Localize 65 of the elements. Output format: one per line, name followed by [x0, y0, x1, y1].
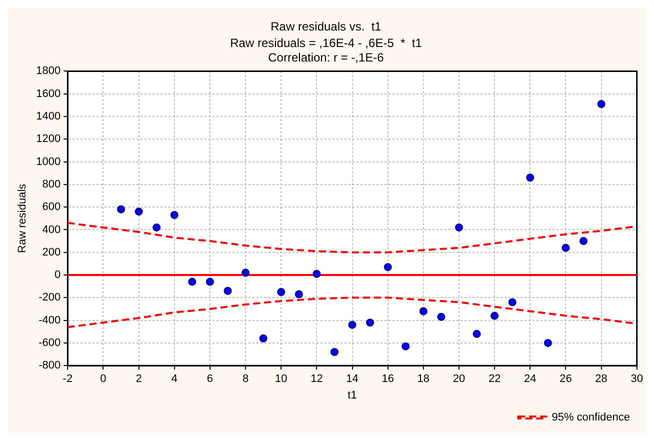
x-tick-label: 8: [242, 373, 249, 386]
point: [170, 211, 178, 220]
x-tick-label: -2: [62, 373, 73, 386]
point: [490, 312, 499, 320]
y-tick-label: 400: [42, 224, 61, 236]
y-tick-label: -600: [38, 336, 61, 349]
point: [259, 334, 268, 342]
x-tick-label: 26: [560, 373, 572, 386]
x-tick-label: 10: [275, 373, 288, 386]
point: [437, 312, 446, 321]
point: [580, 237, 588, 246]
point: [597, 100, 606, 108]
point: [242, 268, 250, 277]
y-tick-label: 1800: [36, 65, 61, 78]
x-tick-label: 28: [595, 373, 608, 386]
point: [366, 318, 374, 327]
point: [508, 298, 516, 306]
chart-title: Raw residuals vs. t1: [270, 20, 382, 34]
x-tick-label: 12: [310, 373, 323, 386]
y-tick-label: 0: [54, 269, 61, 282]
y-tick-label: -200: [38, 292, 61, 304]
point: [152, 223, 161, 232]
y-tick-label: 600: [42, 201, 61, 214]
y-tick-label: 800: [42, 178, 61, 190]
y-tick-label: 1600: [36, 88, 61, 100]
y-axis-title: Raw residuals: [16, 183, 29, 253]
x-tick-label: 24: [524, 373, 536, 386]
x-tick-label: 4: [171, 373, 178, 386]
point: [348, 320, 356, 329]
point: [312, 270, 321, 278]
point: [526, 174, 534, 182]
x-tick-label: 22: [488, 373, 501, 386]
point: [277, 288, 286, 296]
y-tick-label: 200: [42, 246, 61, 258]
text: Correlation: r = -,1E-6: [268, 50, 384, 64]
x-tick-label: 0: [100, 373, 106, 386]
point: [206, 278, 214, 286]
y-tick-label: -400: [38, 314, 61, 326]
x-tick-label: 14: [346, 373, 358, 386]
x-tick-label: 30: [630, 373, 644, 386]
point: [117, 205, 126, 214]
point: [472, 330, 481, 338]
y-tick-label: 1200: [36, 133, 61, 146]
point: [224, 286, 232, 295]
y-tick-label: -800: [38, 360, 61, 372]
y-tick-label: 1000: [36, 156, 61, 168]
point: [562, 244, 570, 252]
point: [544, 338, 552, 347]
legend-label: 95% confidence: [552, 412, 630, 424]
chart-subtitle: Raw residuals = ,16E-4 - ,6E-5 * t1: [230, 36, 422, 50]
point: [384, 263, 392, 272]
x-axis-title: t1: [348, 389, 357, 402]
point: [134, 208, 143, 216]
x-tick-label: 2: [136, 373, 142, 386]
x-tick-label: 6: [206, 373, 214, 386]
point: [419, 307, 428, 316]
point: [455, 223, 464, 232]
point: [330, 348, 338, 356]
x-tick-label: 16: [382, 373, 394, 386]
y-tick-label: 1400: [36, 110, 61, 123]
x-tick-label: 20: [452, 373, 466, 386]
point: [402, 342, 410, 350]
x-tick-label: 18: [417, 373, 430, 386]
point: [294, 290, 303, 298]
point: [188, 278, 196, 286]
